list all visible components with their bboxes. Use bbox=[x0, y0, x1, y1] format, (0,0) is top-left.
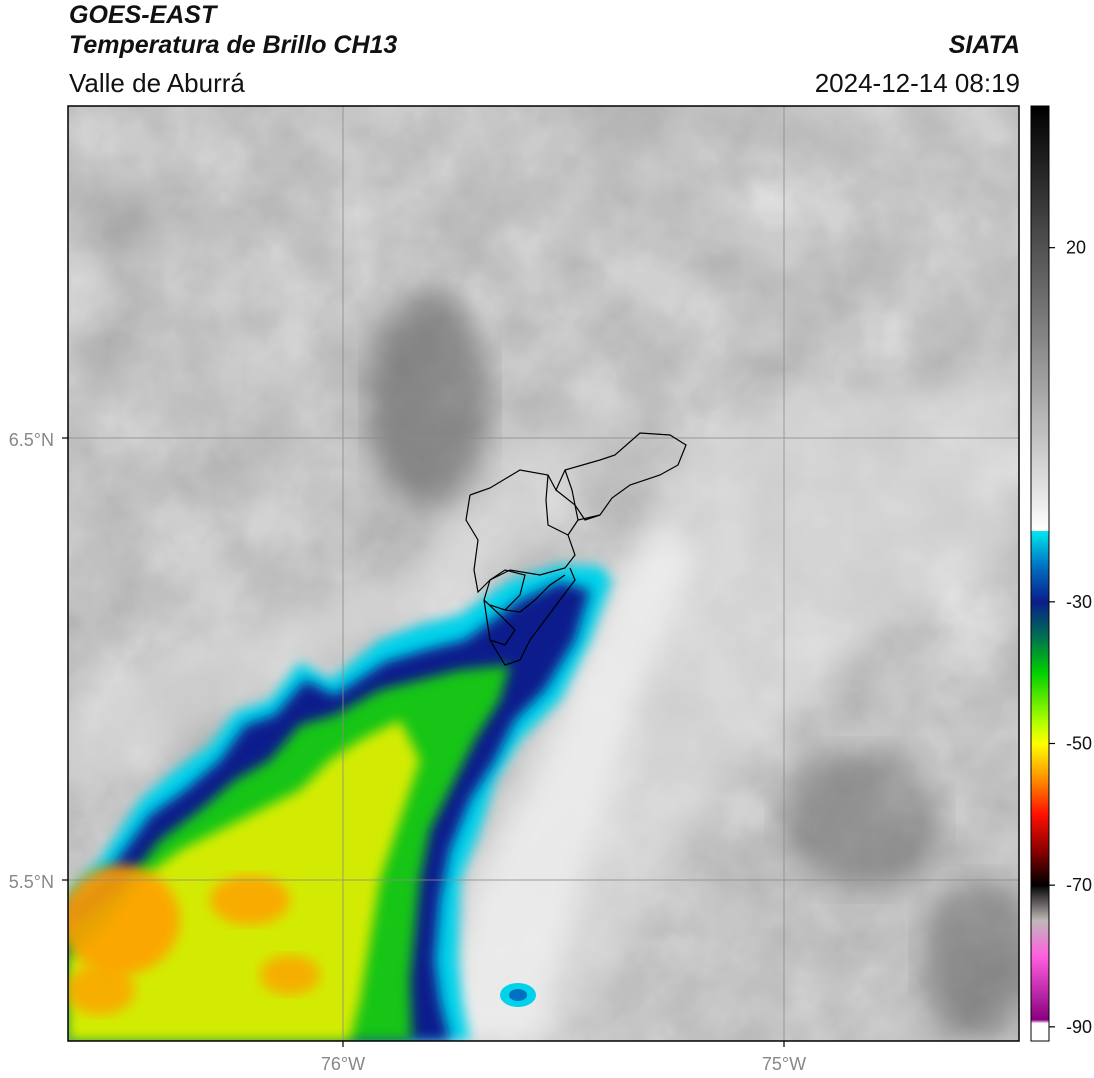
cloud-orange-core bbox=[260, 955, 320, 995]
satellite-title: GOES-EAST bbox=[69, 1, 217, 29]
product-title: Temperatura de Brillo CH13 bbox=[69, 31, 398, 59]
colorbar: 20 -30 -50 -70 -90 bbox=[1030, 105, 1092, 1042]
colorbar-tick-label: -30 bbox=[1066, 592, 1092, 612]
satellite-image bbox=[68, 106, 1019, 1041]
colorbar-tick-label: -90 bbox=[1066, 1017, 1092, 1037]
lon-label-75w: 75°W bbox=[762, 1054, 806, 1074]
organization-label: SIATA bbox=[948, 31, 1020, 59]
colorbar-tick-label: 20 bbox=[1066, 238, 1086, 258]
cloud-orange-core bbox=[68, 865, 180, 975]
lat-label-6-5: 6.5°N bbox=[9, 430, 54, 450]
cloud-orange-core bbox=[68, 965, 135, 1015]
colorbar-tick-label: -70 bbox=[1066, 875, 1092, 895]
axis-ticks bbox=[62, 437, 785, 1047]
colorbar-tick-label: -50 bbox=[1066, 734, 1092, 754]
colorbar-ticks: 20 -30 -50 -70 -90 bbox=[1049, 238, 1092, 1037]
datetime-label: 2024-12-14 08:19 bbox=[814, 68, 1020, 98]
gridlines bbox=[68, 106, 1019, 1041]
map-frame bbox=[67, 105, 1020, 1042]
region-subtitle: Valle de Aburrá bbox=[69, 68, 245, 98]
lat-label-5-5: 5.5°N bbox=[9, 872, 54, 892]
small-cloud-cell-core bbox=[509, 989, 527, 1001]
municipal-boundaries bbox=[465, 432, 687, 666]
colorbar-gradient bbox=[1030, 105, 1050, 1042]
cloud-orange-core bbox=[210, 875, 290, 925]
lon-label-76w: 76°W bbox=[321, 1054, 365, 1074]
